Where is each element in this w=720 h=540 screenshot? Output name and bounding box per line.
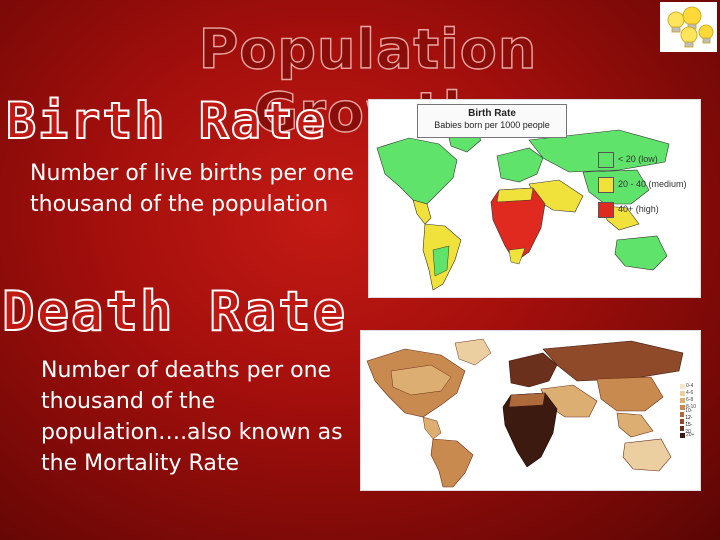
death-legend-swatch <box>680 433 685 438</box>
birth-legend-low-label: < 20 (low) <box>618 154 658 164</box>
death-legend-label: 4-6 <box>686 390 694 396</box>
death-rate-definition: Number of deaths per one thousand of the… <box>41 358 343 476</box>
birth-map-legend-title: Birth Rate Babies born per 1000 people <box>417 104 567 138</box>
birth-legend-low: < 20 (low) <box>598 152 698 168</box>
death-legend-item: 15-20 <box>680 422 696 435</box>
birth-map-legend-subtitle: Babies born per 1000 people <box>434 120 550 130</box>
death-rate-heading: Death Rate <box>1 279 348 344</box>
death-legend-label: 15-20 <box>685 421 693 435</box>
death-legend-swatch <box>680 426 685 431</box>
birth-rate-heading: Birth Rate <box>5 91 328 151</box>
death-legend-swatch <box>680 384 685 389</box>
death-rate-map: 0-4 4-6 6-8 8-10 10-12 12-15 15-20 20+ <box>360 330 701 491</box>
death-legend-item: 0-4 <box>680 383 696 390</box>
death-legend-item: 12-15 <box>680 415 696 428</box>
death-legend-swatch <box>680 419 685 424</box>
death-rate-world-map <box>366 338 684 488</box>
legend-swatch-low <box>598 152 614 168</box>
death-legend-item: 8-10 <box>680 404 696 411</box>
death-legend-swatch <box>680 391 685 396</box>
birth-map-legend-heading: Birth Rate <box>468 108 516 119</box>
legend-swatch-high <box>598 202 614 218</box>
death-legend-swatch <box>680 405 685 410</box>
death-legend-label: 10-12 <box>685 407 693 421</box>
birth-legend-medium: 20 - 40 (medium) <box>598 177 698 193</box>
death-map-legend: 0-4 4-6 6-8 8-10 10-12 12-15 15-20 20+ <box>680 383 696 439</box>
birth-rate-definition: Number of live births per one thousand o… <box>30 161 354 217</box>
death-legend-label: 6-8 <box>686 397 694 403</box>
birth-legend-high: 40+ (high) <box>598 202 698 218</box>
lightbulbs-icon <box>660 2 717 52</box>
death-legend-label: 0-4 <box>686 383 694 389</box>
death-legend-label: 8-10 <box>686 404 697 410</box>
death-legend-item: 10-12 <box>680 408 696 421</box>
death-legend-label: 12-15 <box>685 414 693 428</box>
death-legend-item: 20+ <box>680 432 696 439</box>
death-legend-swatch <box>680 412 685 417</box>
death-legend-label: 20+ <box>686 432 695 438</box>
birth-rate-map: Birth Rate Babies born per 1000 people <… <box>368 99 701 298</box>
birth-rate-world-map <box>376 125 670 291</box>
death-legend-item: 6-8 <box>680 397 696 404</box>
lightbulb-icon-graphic <box>667 6 714 48</box>
birth-legend-high-label: 40+ (high) <box>618 204 659 214</box>
legend-swatch-medium <box>598 177 614 193</box>
death-legend-swatch <box>680 398 685 403</box>
death-legend-item: 4-6 <box>680 390 696 397</box>
birth-legend-medium-label: 20 - 40 (medium) <box>618 179 687 189</box>
